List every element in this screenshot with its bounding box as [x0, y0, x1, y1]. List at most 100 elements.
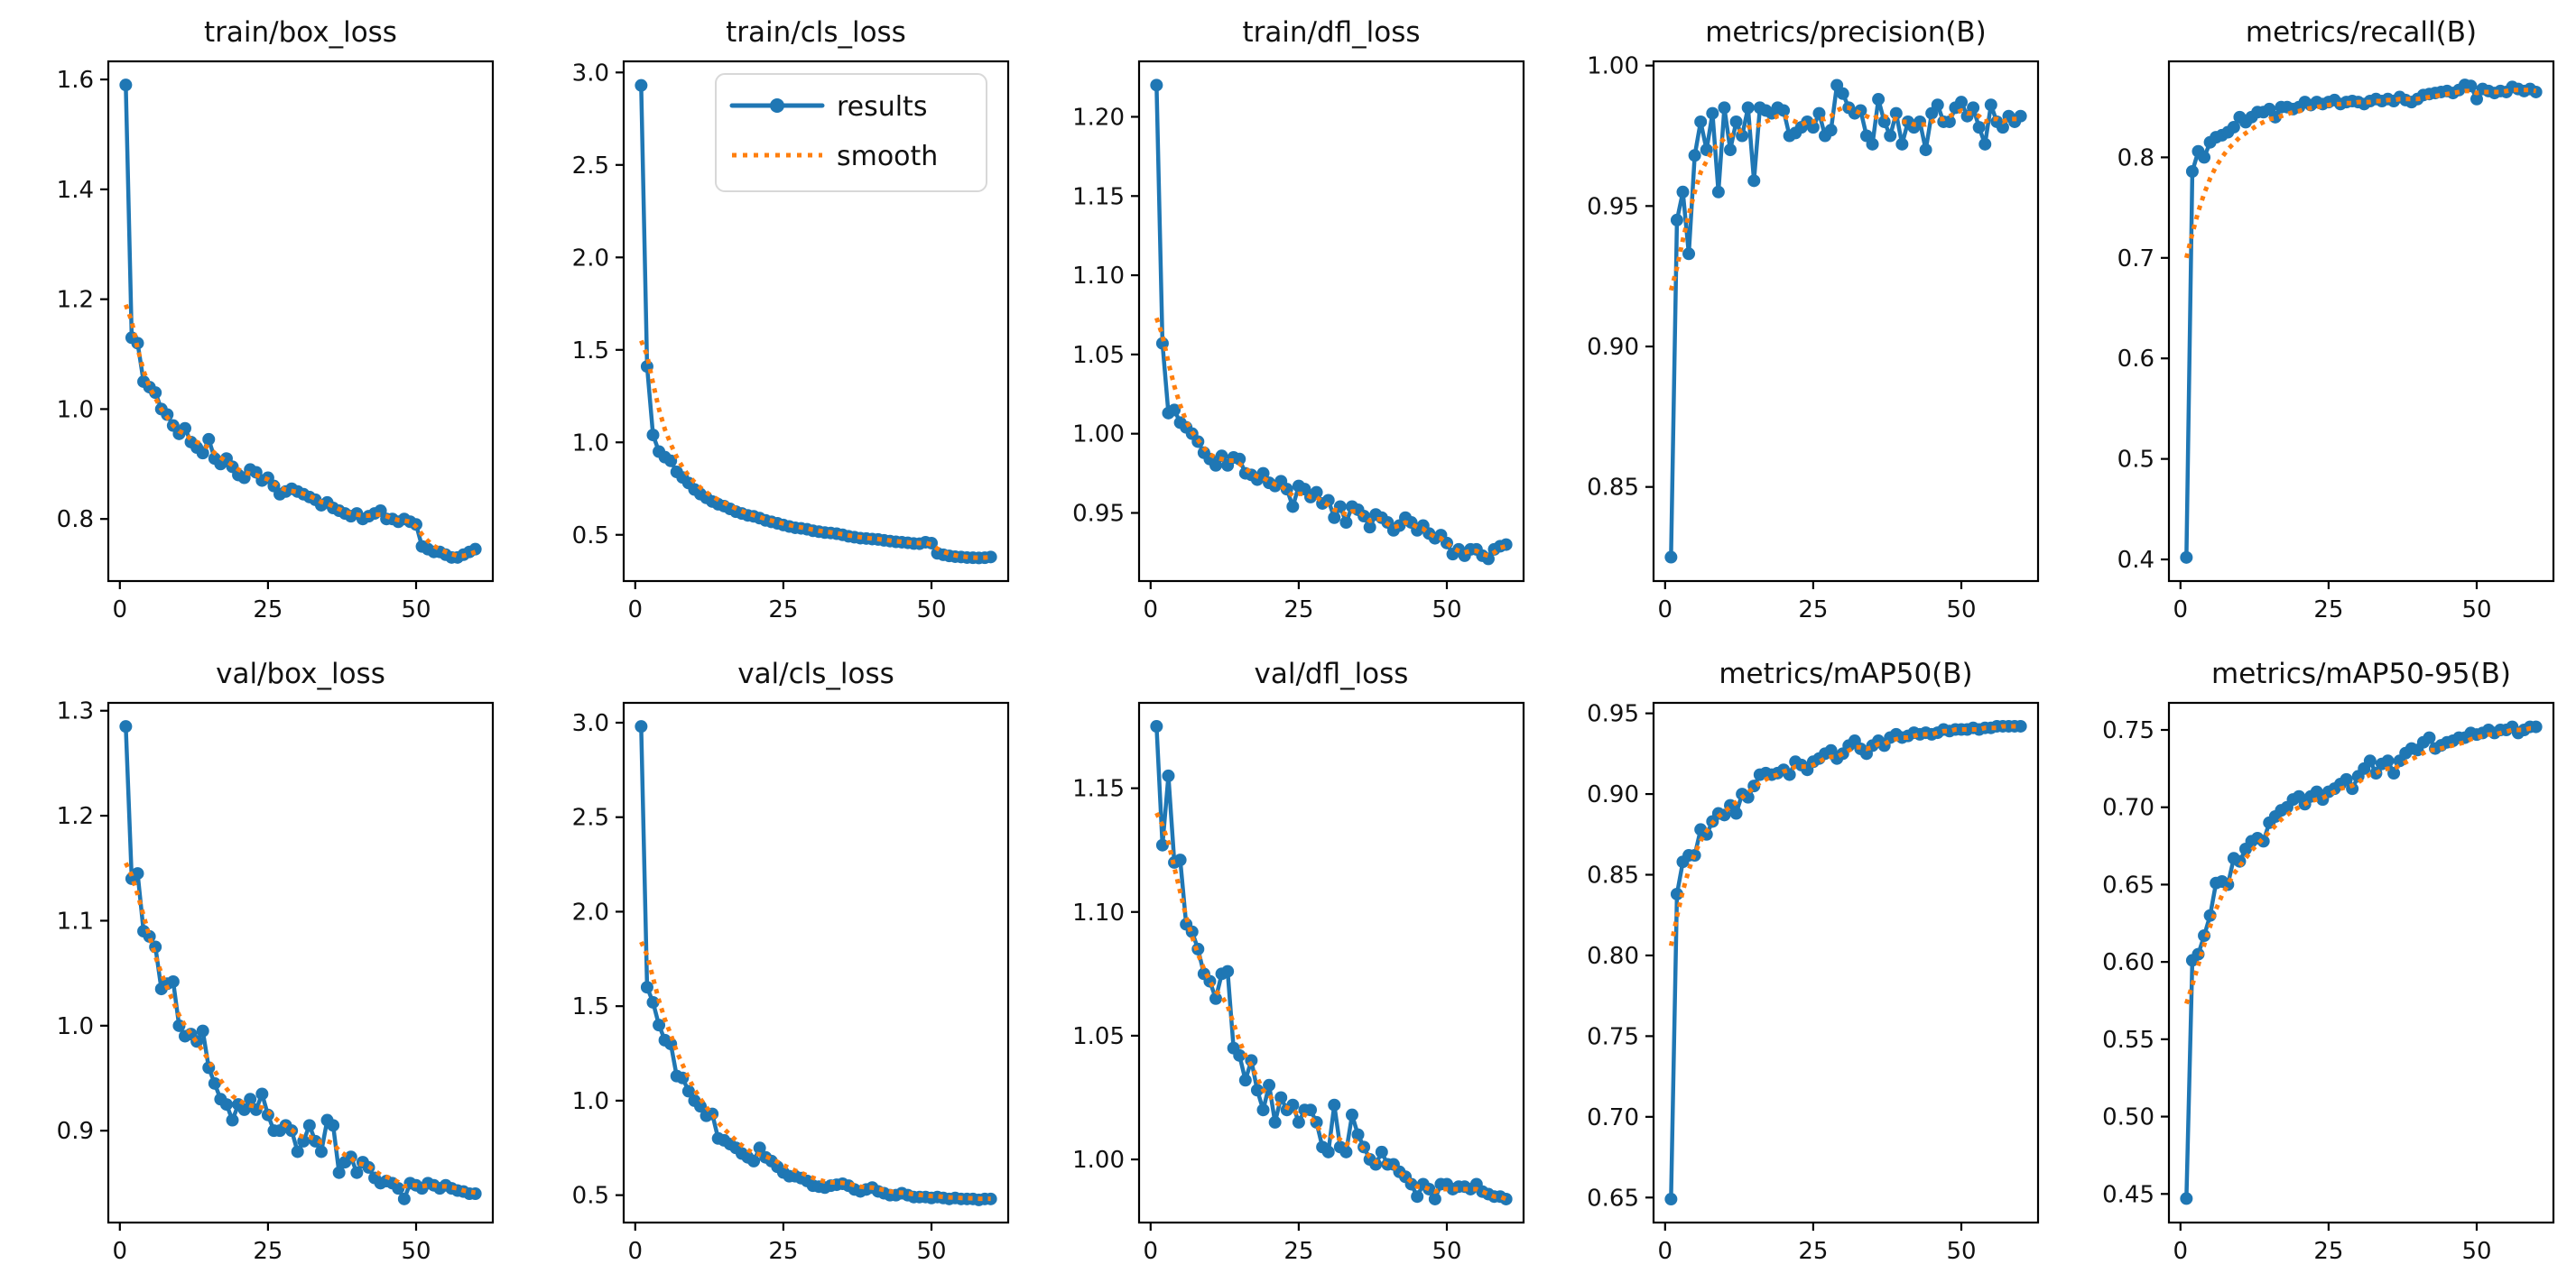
results-marker [196, 447, 209, 460]
x-tick-label: 0 [1143, 596, 1158, 623]
x-tick-label: 50 [1947, 1238, 1977, 1265]
results-marker [753, 1141, 766, 1155]
results-line [1154, 83, 1508, 561]
subplot-metrics-precision: metrics/precision(B) 0 25 50 0.85 0.90 0.95 1.… [1545, 0, 2061, 642]
axes-spines [107, 60, 495, 583]
results-marker [1955, 96, 1969, 109]
smooth-line [2184, 88, 2537, 259]
legend-results-marker-sample [769, 98, 784, 114]
results-marker [2186, 164, 2200, 178]
x-tick-label: 0 [1143, 1238, 1158, 1265]
x-tick-label: 25 [1799, 596, 1829, 623]
results-marker [226, 1113, 239, 1127]
results-marker [208, 1076, 221, 1090]
y-tick-label: 1.0 [57, 1013, 94, 1040]
y-tick-label: 1.2 [57, 287, 94, 314]
results-marker [119, 720, 133, 734]
y-tick-label: 1.10 [1072, 263, 1125, 290]
results-marker [2470, 92, 2484, 106]
results-marker [2198, 929, 2211, 943]
legend: results smooth [714, 73, 987, 193]
results-marker [1664, 1193, 1678, 1206]
plot-area: 0 25 50 0.4 0.5 0.6 0.7 0.8 [2117, 60, 2555, 623]
smooth-line [638, 339, 991, 560]
y-tick-label: 1.6 [57, 67, 94, 94]
y-tick-label: 0.95 [1072, 500, 1125, 527]
results-marker [302, 1119, 316, 1132]
results-marker [1363, 521, 1376, 534]
results-marker [1167, 403, 1181, 417]
results-marker [1285, 500, 1299, 513]
y-tick-label: 0.8 [57, 506, 94, 533]
y-tick-label: 1.1 [57, 908, 94, 935]
smooth-line [1669, 724, 2022, 946]
results-marker [2529, 85, 2543, 98]
plot-canvas-val-dfl-loss: val/dfl_loss 0 25 50 1.00 1.05 1.10 1.15 [1072, 658, 1524, 1265]
results-marker [314, 1145, 328, 1158]
y-tick-label: 0.85 [1588, 863, 1640, 890]
y-tick-label: 0.7 [2117, 245, 2154, 272]
x-tick-label: 50 [1432, 1238, 1461, 1265]
axes-spines [1137, 701, 1524, 1224]
results-marker [1729, 115, 1743, 128]
results-marker [1682, 247, 1696, 261]
results-marker [2180, 1192, 2193, 1205]
results-marker [1824, 124, 1838, 137]
y-tick-label: 0.80 [1588, 943, 1640, 970]
results-marker [693, 1100, 707, 1113]
chart-title: metrics/mAP50(B) [1719, 658, 1973, 690]
results-marker [1368, 1158, 1382, 1171]
results-marker [1706, 106, 1719, 120]
results-marker [1274, 1091, 1287, 1104]
plot-canvas-metrics-recall: metrics/recall(B) 0 25 50 0.4 0.5 0.6 0.7 0.8 [2117, 16, 2555, 623]
results-marker [1718, 101, 1731, 115]
x-tick-label: 50 [916, 596, 946, 623]
y-tick-label: 1.00 [1072, 1147, 1125, 1174]
results-marker [1339, 1145, 1353, 1158]
results-line [2184, 82, 2539, 560]
results-line [1669, 83, 2024, 559]
y-tick-label: 0.90 [1588, 781, 1640, 808]
results-marker [1321, 1145, 1335, 1158]
results-marker [1812, 106, 1826, 120]
y-tick-label: 3.0 [571, 710, 608, 737]
results-marker [1285, 1098, 1299, 1112]
legend-label-smooth: smooth [837, 141, 938, 172]
results-marker [2364, 754, 2377, 768]
results-marker [2180, 550, 2193, 564]
y-tick-label: 1.5 [571, 993, 608, 1020]
y-tick-label: 0.65 [1588, 1185, 1640, 1212]
results-marker [1967, 101, 1980, 115]
results-marker [2381, 754, 2395, 768]
y-tick-label: 1.00 [1072, 421, 1125, 448]
y-tick-label: 0.4 [2117, 547, 2154, 574]
y-tick-label: 1.00 [1588, 53, 1640, 80]
y-tick-label: 0.60 [2102, 949, 2154, 976]
plot-canvas-val-cls-loss: val/cls_loss 0 25 50 0.5 1.0 1.5 2.0 2.5 3.0 [571, 658, 1009, 1265]
smooth-line [638, 940, 991, 1202]
x-tick-label: 50 [2462, 596, 2492, 623]
y-tick-label: 0.5 [571, 522, 608, 549]
plot-canvas-metrics-precision: metrics/precision(B) 0 25 50 0.85 0.90 0.95 1.… [1588, 16, 2040, 623]
plot-area: 0 25 50 0.8 1.0 1.2 1.4 1.6 [57, 60, 495, 623]
y-tick-label: 0.8 [2117, 144, 2154, 171]
results-marker [1215, 449, 1228, 463]
y-tick-label: 0.50 [2102, 1104, 2154, 1131]
results-marker [344, 1150, 357, 1164]
plot-area: 0 25 50 0.95 1.00 1.05 1.10 1.15 1.20 [1072, 60, 1524, 623]
subplot-metrics-recall: metrics/recall(B) 0 25 50 0.4 0.5 0.6 0.7 0.8 [2061, 0, 2576, 642]
y-tick-label: 0.95 [1588, 193, 1640, 220]
results-line [1154, 724, 1508, 1202]
results-marker [1676, 185, 1690, 198]
results-marker [2015, 109, 2028, 123]
results-marker [202, 1061, 216, 1075]
chart-title: train/box_loss [204, 16, 397, 49]
y-tick-label: 0.75 [1588, 1023, 1640, 1050]
results-marker [1729, 807, 1743, 820]
results-marker [646, 429, 660, 442]
results-marker [924, 536, 938, 549]
results-marker [1689, 149, 1702, 162]
results-marker [1890, 106, 1904, 120]
results-marker [166, 974, 180, 988]
y-tick-label: 1.10 [1072, 900, 1125, 927]
